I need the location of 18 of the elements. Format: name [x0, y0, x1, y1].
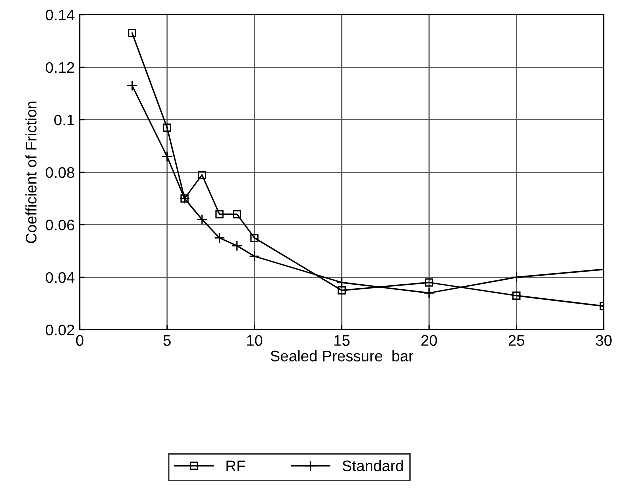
y-tick-label: 0.12 [46, 62, 74, 74]
y-tick-label: 0.02 [46, 324, 74, 336]
x-tick-label: 20 [422, 335, 438, 346]
x-tick-label: 25 [508, 335, 525, 346]
x-tick-label: 5 [164, 335, 171, 346]
y-tick-label: 0.08 [46, 167, 74, 178]
x-tick-label: 15 [334, 335, 350, 346]
y-tick-label: 0.1 [54, 114, 74, 126]
y-tick-label: 0.06 [46, 220, 74, 231]
x-axis-title: Sealed Pressure bar [270, 350, 414, 362]
legend-label: RF [226, 460, 246, 472]
x-tick-label: 30 [596, 335, 612, 346]
legend-label: Standard [342, 460, 404, 472]
x-tick-label: 10 [247, 335, 263, 346]
y-tick-label: 0.04 [46, 272, 75, 284]
y-axis-title: Coefficient of Friction [26, 102, 37, 244]
x-tick-label: 0 [76, 335, 84, 346]
y-tick-label: 0.14 [46, 10, 75, 21]
